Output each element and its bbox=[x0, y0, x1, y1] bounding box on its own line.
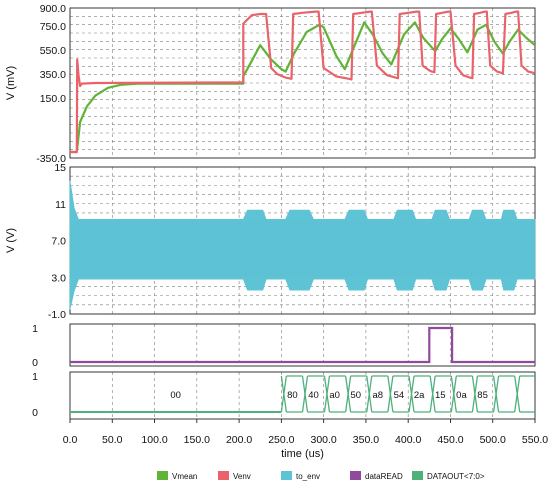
y-tick-label: 3.0 bbox=[51, 272, 66, 284]
series-venv bbox=[70, 10, 535, 154]
x-tick-label: 550.0 bbox=[522, 434, 548, 446]
x-tick-label: 200.0 bbox=[226, 434, 252, 446]
x-axis-label: time (us) bbox=[281, 448, 324, 460]
bus-edge bbox=[450, 375, 457, 413]
legend-label: dataREAD bbox=[365, 472, 403, 481]
y-tick-label: 7.0 bbox=[51, 236, 66, 248]
legend: Vmean Venv to_env dataREAD DATAOUT<7:0> bbox=[157, 471, 485, 481]
x-tick-label: 250.0 bbox=[268, 434, 294, 446]
y-tick-label: 1 bbox=[32, 323, 38, 335]
bus-value-label: 0a bbox=[456, 390, 467, 401]
legend-label: Vmean bbox=[172, 472, 197, 481]
y-tick-label: 0 bbox=[32, 357, 38, 369]
legend-swatch bbox=[350, 471, 361, 480]
bus-value-label: 00 bbox=[170, 390, 181, 401]
bus-value-label: a8 bbox=[372, 390, 383, 401]
bus-edge bbox=[280, 375, 288, 413]
y-tick-label: -1.0 bbox=[48, 309, 66, 321]
bus-value-label: a0 bbox=[329, 390, 340, 401]
legend-swatch bbox=[281, 471, 292, 480]
bus-value-label: 50 bbox=[350, 390, 361, 401]
panel-to-env: 15 11 7.0 3.0 -1.0 V (V) bbox=[5, 162, 536, 321]
panel-data-read: 10 bbox=[32, 323, 536, 369]
data-out-frame bbox=[69, 371, 536, 420]
series-vmean bbox=[70, 21, 535, 154]
bus-edge bbox=[514, 375, 521, 413]
bus-value-label: 2a bbox=[414, 390, 425, 401]
y-tick-label: 15 bbox=[54, 162, 66, 174]
x-tick-label: 100.0 bbox=[141, 434, 167, 446]
bus-edge bbox=[323, 375, 331, 413]
x-tick-label: 350.0 bbox=[353, 434, 379, 446]
y-tick-label: 350.0 bbox=[40, 69, 66, 81]
x-tick-label: 0.0 bbox=[63, 434, 78, 446]
x-axis: 0.0 50.0 100.0 150.0 200.0 250.0 300.0 350.0 400… bbox=[63, 419, 548, 460]
bus-value-label: 80 bbox=[287, 390, 298, 401]
y-tick-label: 750.0 bbox=[40, 21, 66, 33]
bus-edge bbox=[408, 375, 415, 413]
bus-edge bbox=[344, 375, 352, 413]
x-tick-label: 50.0 bbox=[102, 434, 123, 446]
series-dataread bbox=[70, 326, 535, 364]
analog-frame bbox=[69, 7, 536, 159]
legend-label: Venv bbox=[233, 472, 251, 481]
x-tick-label: 400.0 bbox=[395, 434, 421, 446]
bus-value-label: 40 bbox=[308, 390, 319, 401]
y-tick-label: 0 bbox=[32, 407, 38, 419]
x-tick-label: 450.0 bbox=[437, 434, 463, 446]
data-read-frame bbox=[69, 323, 536, 367]
y-tick-label: -350.0 bbox=[36, 153, 66, 165]
bus-edge bbox=[492, 375, 500, 413]
bus-edge bbox=[387, 375, 394, 413]
bus-value-label: 54 bbox=[394, 390, 405, 401]
x-tick-label: 300.0 bbox=[310, 434, 336, 446]
legend-label: to_env bbox=[296, 472, 320, 481]
bus-edge bbox=[301, 375, 309, 413]
bus-value-label: 85 bbox=[477, 390, 488, 401]
bus-edge bbox=[471, 375, 479, 413]
bus-value-label: 15 bbox=[435, 390, 446, 401]
legend-swatch bbox=[412, 471, 423, 480]
y-tick-label: 900.0 bbox=[40, 3, 66, 15]
series-to-env bbox=[69, 180, 536, 310]
bus-edge bbox=[429, 375, 436, 413]
x-tick-label: 500.0 bbox=[480, 434, 506, 446]
legend-swatch bbox=[218, 471, 229, 480]
y-tick-label: 150.0 bbox=[40, 93, 66, 105]
y-tick-label: 11 bbox=[55, 199, 66, 211]
x-tick-label: 150.0 bbox=[184, 434, 210, 446]
y-tick-label: 1 bbox=[32, 371, 38, 383]
bus-edge bbox=[366, 375, 373, 413]
y-axis-label: V (mV) bbox=[5, 66, 17, 100]
y-axis-label: V (V) bbox=[5, 228, 17, 253]
panel-analog-voltage: 900.0 750.0 550.0 350.0 150.0 -350.0 V (mV) bbox=[5, 3, 536, 165]
legend-swatch bbox=[157, 471, 168, 480]
legend-label: DATAOUT<7:0> bbox=[427, 472, 485, 481]
y-tick-label: 550.0 bbox=[40, 45, 66, 57]
